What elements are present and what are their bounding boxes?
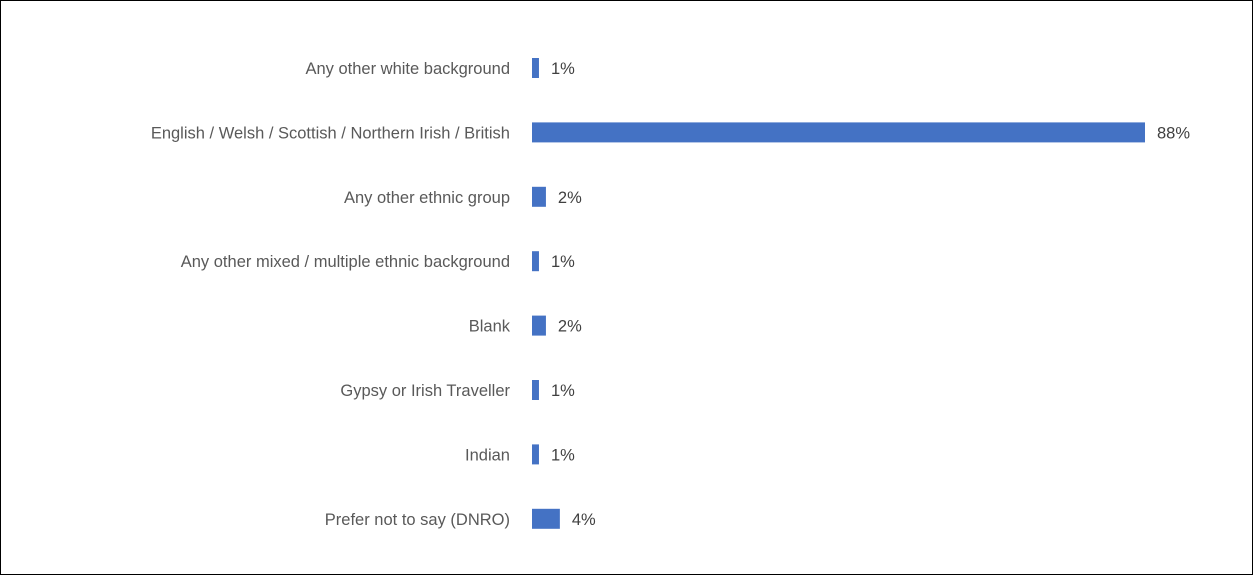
category-label: Any other mixed / multiple ethnic backgr…: [181, 253, 510, 271]
bar: [532, 251, 539, 272]
category-label: Any other ethnic group: [344, 189, 510, 207]
category-label: Indian: [465, 446, 510, 464]
data-label: 4%: [572, 511, 596, 529]
data-label: 2%: [558, 189, 582, 207]
data-label: 1%: [551, 253, 575, 271]
category-label: Prefer not to say (DNRO): [325, 511, 510, 529]
category-label: English / Welsh / Scottish / Northern Ir…: [151, 124, 510, 142]
category-label: Gypsy or Irish Traveller: [340, 382, 510, 400]
data-label: 2%: [558, 318, 582, 336]
category-label: Blank: [469, 318, 511, 336]
bar: [532, 508, 560, 529]
bar: [532, 122, 1145, 143]
data-label: 1%: [551, 382, 575, 400]
bar: [532, 444, 539, 465]
bar: [532, 315, 546, 336]
data-label: 1%: [551, 446, 575, 464]
category-label: Any other white background: [305, 60, 510, 78]
data-label: 1%: [551, 60, 575, 78]
bar: [532, 58, 539, 78]
bar: [532, 380, 539, 400]
data-label: 88%: [1157, 124, 1190, 142]
bar: [532, 186, 546, 207]
